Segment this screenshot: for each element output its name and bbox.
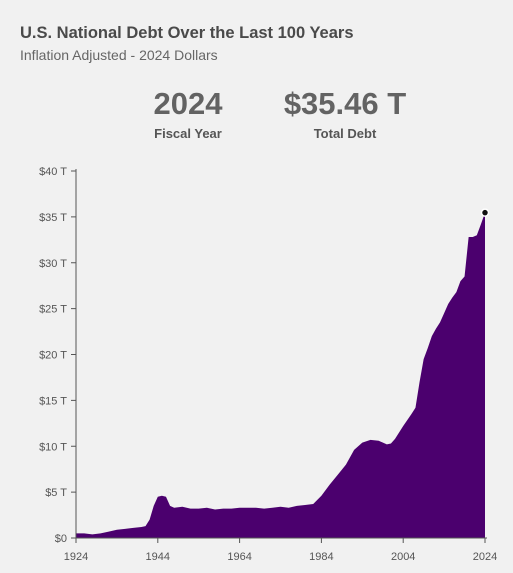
total-debt-label: Total Debt <box>313 126 377 141</box>
y-tick-label: $25 T <box>39 304 67 316</box>
y-tick-label: $30 T <box>39 258 67 270</box>
x-tick-label: 1944 <box>146 551 170 563</box>
fiscal-year-label: Fiscal Year <box>154 126 222 141</box>
x-tick-label: 2004 <box>391 551 415 563</box>
y-tick-label: $10 T <box>39 441 67 453</box>
debt-area <box>76 212 485 538</box>
x-tick-label: 1964 <box>227 551 251 563</box>
chart-title: U.S. National Debt Over the Last 100 Yea… <box>20 24 354 42</box>
x-tick-label: 2024 <box>473 551 497 563</box>
chart-subtitle: Inflation Adjusted - 2024 Dollars <box>20 47 218 63</box>
y-tick-label: $15 T <box>39 395 67 407</box>
y-tick-label: $40 T <box>39 166 67 178</box>
y-tick-label: $5 T <box>45 487 67 499</box>
total-debt-stat: $35.46 T Total Debt <box>265 86 425 141</box>
fiscal-year-value: 2024 <box>153 86 223 121</box>
highlight-point <box>480 208 490 217</box>
total-debt-value: $35.46 T <box>283 86 407 121</box>
fiscal-year-stat: 2024 Fiscal Year <box>138 86 238 141</box>
y-tick-label: $20 T <box>39 350 67 362</box>
y-tick-label: $0 <box>55 533 67 545</box>
y-tick-label: $35 T <box>39 212 67 224</box>
x-tick-label: 1984 <box>309 551 333 563</box>
x-tick-label: 1924 <box>64 551 88 563</box>
